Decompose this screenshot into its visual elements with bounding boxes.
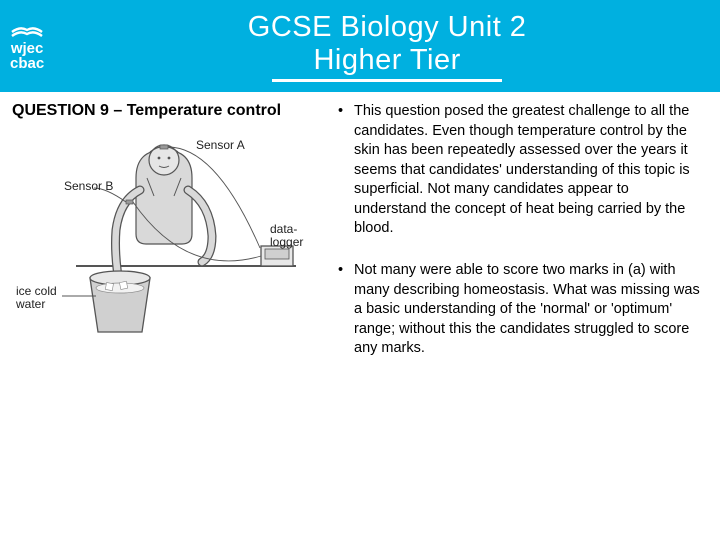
label-icecold-1: ice cold [16, 284, 57, 298]
label-datalogger-2: logger [270, 235, 303, 249]
bullet-item: • Not many were able to score two marks … [338, 261, 702, 359]
experiment-diagram: Sensor A Sensor B data- logger ice cold … [16, 138, 306, 348]
bullet-dot: • [338, 261, 354, 359]
title-line-1: GCSE Biology Unit 2 [64, 11, 710, 44]
title-line-2: Higher Tier [64, 44, 710, 77]
wjec-logo: wjec cbac [10, 22, 44, 71]
title-block: GCSE Biology Unit 2 Higher Tier [64, 11, 710, 82]
label-sensor-b: Sensor B [64, 179, 113, 193]
bullet-text: This question posed the greatest challen… [354, 102, 702, 239]
right-column: • This question posed the greatest chall… [332, 102, 702, 381]
label-icecold-2: water [16, 297, 45, 311]
bullet-text: Not many were able to score two marks in… [354, 261, 702, 359]
book-icon [10, 22, 44, 39]
header-bar: wjec cbac GCSE Biology Unit 2 Higher Tie… [0, 0, 720, 92]
label-sensor-a: Sensor A [196, 138, 245, 152]
bullet-item: • This question posed the greatest chall… [338, 102, 702, 239]
left-column: QUESTION 9 – Temperature control [12, 102, 332, 381]
label-datalogger-1: data- [270, 222, 297, 236]
content-area: QUESTION 9 – Temperature control [0, 92, 720, 381]
logo-text-bottom: cbac [10, 56, 44, 71]
logo-text-top: wjec [11, 41, 44, 56]
bullet-dot: • [338, 102, 354, 239]
question-heading: QUESTION 9 – Temperature control [12, 102, 332, 120]
title-underline [272, 79, 502, 82]
